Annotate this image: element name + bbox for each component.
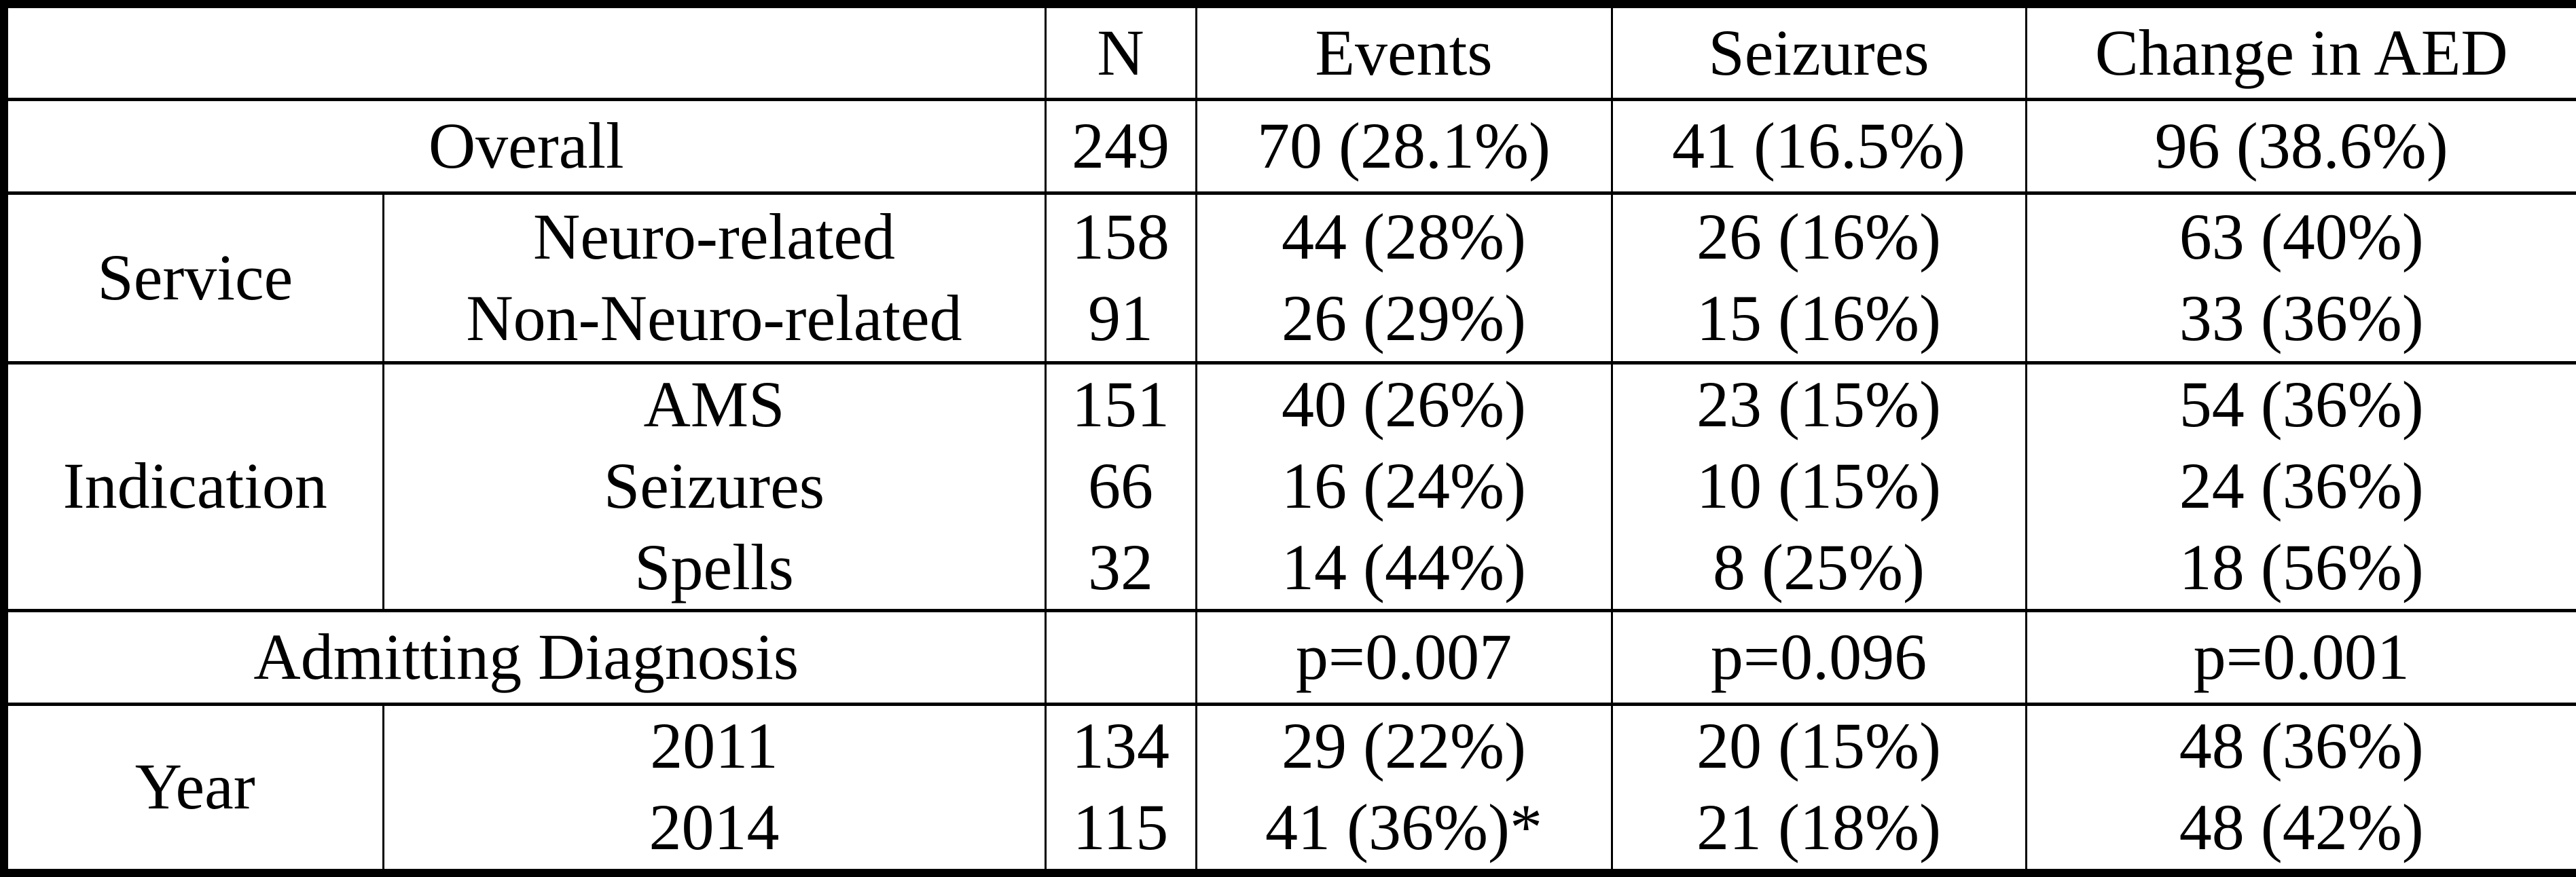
overall-row: Overall 249 70 (28.1%) 41 (16.5%) 96 (38… [4, 99, 2576, 193]
indication-row-label: Seizures [384, 446, 1045, 527]
indication-change: 54 (36%) 24 (36%) 18 (56%) [2026, 362, 2576, 610]
service-events: 44 (28%) 26 (29%) [1196, 193, 1612, 362]
indication-n-value: 32 [1047, 527, 1195, 609]
indication-n-value: 66 [1047, 446, 1195, 527]
header-corner-cell [4, 4, 1045, 99]
year-n-value: 134 [1047, 706, 1195, 787]
year-label: Year [4, 704, 383, 873]
header-seizures: Seizures [1612, 4, 2026, 99]
year-row-label: 2011 [384, 706, 1045, 787]
year-n: 134 115 [1045, 704, 1196, 873]
year-change: 48 (36%) 48 (42%) [2026, 704, 2576, 873]
year-row-label: 2014 [384, 787, 1045, 869]
admitting-diagnosis-n [1045, 610, 1196, 704]
service-section: Service Neuro-related Non-Neuro-related … [4, 193, 2576, 362]
service-label: Service [4, 193, 383, 362]
overall-change: 96 (38.6%) [2026, 99, 2576, 193]
indication-seizures-value: 23 (15%) [1613, 365, 2025, 446]
overall-seizures: 41 (16.5%) [1612, 99, 2026, 193]
service-n-value: 158 [1047, 196, 1195, 278]
year-events: 29 (22%) 41 (36%)* [1196, 704, 1612, 873]
service-change: 63 (40%) 33 (36%) [2026, 193, 2576, 362]
indication-events-value: 14 (44%) [1197, 527, 1611, 609]
year-seizures: 20 (15%) 21 (18%) [1612, 704, 2026, 873]
indication-section: Indication AMS Seizures Spells 151 66 32… [4, 362, 2576, 610]
year-n-value: 115 [1047, 787, 1195, 869]
year-seizures-value: 21 (18%) [1613, 787, 2025, 869]
overall-events: 70 (28.1%) [1196, 99, 1612, 193]
service-row-label: Neuro-related [384, 196, 1045, 278]
admitting-diagnosis-label: Admitting Diagnosis [4, 610, 1045, 704]
year-change-value: 48 (42%) [2027, 787, 2576, 869]
service-seizures-value: 26 (16%) [1613, 196, 2025, 278]
indication-events: 40 (26%) 16 (24%) 14 (44%) [1196, 362, 1612, 610]
indication-change-value: 18 (56%) [2027, 527, 2576, 609]
indication-subgroups: AMS Seizures Spells [383, 362, 1045, 610]
year-seizures-value: 20 (15%) [1613, 706, 2025, 787]
overall-label: Overall [4, 99, 1045, 193]
year-change-value: 48 (36%) [2027, 706, 2576, 787]
year-section: Year 2011 2014 134 115 29 (22%) 41 (36%)… [4, 704, 2576, 873]
header-events: Events [1196, 4, 1612, 99]
admitting-diagnosis-change-pvalue: p=0.001 [2026, 610, 2576, 704]
indication-events-value: 16 (24%) [1197, 446, 1611, 527]
service-seizures-value: 15 (16%) [1613, 278, 2025, 359]
indication-label: Indication [4, 362, 383, 610]
indication-seizures-value: 10 (15%) [1613, 446, 2025, 527]
indication-change-value: 24 (36%) [2027, 446, 2576, 527]
service-change-value: 33 (36%) [2027, 278, 2576, 359]
service-events-value: 44 (28%) [1197, 196, 1611, 278]
indication-events-value: 40 (26%) [1197, 365, 1611, 446]
admitting-diagnosis-events-pvalue: p=0.007 [1196, 610, 1612, 704]
indication-row-label: Spells [384, 527, 1045, 609]
year-subgroups: 2011 2014 [383, 704, 1045, 873]
indication-n-value: 151 [1047, 365, 1195, 446]
admitting-diagnosis-seizures-pvalue: p=0.096 [1612, 610, 2026, 704]
indication-change-value: 54 (36%) [2027, 365, 2576, 446]
header-change-in-aed: Change in AED [2026, 4, 2576, 99]
admitting-diagnosis-row: Admitting Diagnosis p=0.007 p=0.096 p=0.… [4, 610, 2576, 704]
indication-seizures-value: 8 (25%) [1613, 527, 2025, 609]
header-n: N [1045, 4, 1196, 99]
service-subgroups: Neuro-related Non-Neuro-related [383, 193, 1045, 362]
overall-n: 249 [1045, 99, 1196, 193]
service-seizures: 26 (16%) 15 (16%) [1612, 193, 2026, 362]
indication-row-label: AMS [384, 365, 1045, 446]
service-n: 158 91 [1045, 193, 1196, 362]
header-row: N Events Seizures Change in AED [4, 4, 2576, 99]
service-row-label: Non-Neuro-related [384, 278, 1045, 359]
service-n-value: 91 [1047, 278, 1195, 359]
indication-n: 151 66 32 [1045, 362, 1196, 610]
indication-seizures: 23 (15%) 10 (15%) 8 (25%) [1612, 362, 2026, 610]
year-events-value: 29 (22%) [1197, 706, 1611, 787]
service-events-value: 26 (29%) [1197, 278, 1611, 359]
year-events-value: 41 (36%)* [1197, 787, 1611, 869]
service-change-value: 63 (40%) [2027, 196, 2576, 278]
